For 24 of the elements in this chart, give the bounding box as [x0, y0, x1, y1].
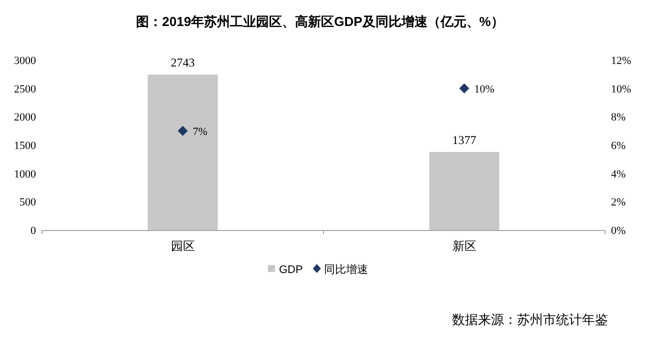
x-tick-label: 新区 — [452, 239, 476, 253]
y2-tick-label: 12% — [611, 55, 632, 67]
y2-tick-label: 6% — [611, 140, 626, 152]
data-label: 7% — [192, 126, 208, 138]
y2-tick-label: 4% — [611, 168, 626, 180]
y2-tick-label: 0% — [611, 225, 626, 237]
legend-label: GDP — [279, 264, 303, 276]
y-tick-label: 2000 — [14, 112, 36, 124]
y-tick-label: 0 — [30, 225, 36, 237]
data-label: 2743 — [170, 56, 195, 70]
x-tick-label: 园区 — [170, 239, 195, 253]
y2-tick-label: 2% — [611, 196, 626, 209]
y2-tick-label: 10% — [611, 83, 632, 96]
data-label: 1377 — [452, 132, 476, 147]
source-note: 数据来源：苏州市统计年鉴 — [452, 312, 608, 327]
y-tick-label: 1000 — [14, 168, 36, 180]
data-label: 10% — [474, 83, 494, 96]
legend-label: 同比增速 — [324, 263, 368, 276]
chart-title: 图：2019年苏州工业园区、高新区GDP及同比增速（亿元、%） — [136, 14, 504, 29]
y-tick-label: 500 — [20, 196, 36, 209]
y-tick-label: 1500 — [14, 140, 36, 152]
y-tick-label: 2500 — [14, 83, 36, 96]
y-tick-label: 3000 — [14, 55, 36, 67]
y2-tick-label: 8% — [611, 112, 626, 124]
